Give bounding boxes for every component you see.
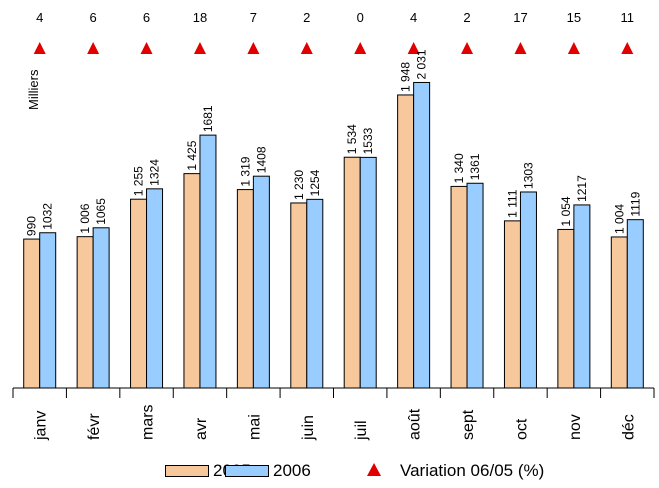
bar-2005-nov — [557, 228, 575, 389]
data-label-2005-nov: 1 054 — [559, 196, 573, 226]
legend-swatch-2005 — [165, 465, 209, 477]
data-label-2006-sept: 1361 — [468, 153, 482, 180]
bar-2006-janv — [39, 232, 57, 389]
category-label-août: août — [407, 408, 424, 440]
category-label-févr: févr — [86, 413, 103, 440]
bar-2005-mai — [236, 189, 254, 389]
axes — [12, 387, 655, 398]
variation-marker-sept — [461, 42, 474, 54]
variation-value-nov: 15 — [567, 10, 581, 25]
bar-2006-déc — [626, 219, 644, 389]
variation-value-mai: 7 — [250, 10, 257, 25]
category-label-déc: déc — [620, 414, 637, 440]
data-label-2005-sept: 1 340 — [452, 153, 466, 183]
bar-2005-août — [397, 94, 415, 389]
variation-marker-déc — [621, 42, 634, 54]
category-label-juin: juin — [300, 415, 317, 441]
variation-marker-avr — [193, 42, 206, 54]
variation-value-oct: 17 — [513, 10, 527, 25]
data-label-2005-févr: 1 006 — [78, 203, 92, 233]
data-label-2006-juil: 1533 — [361, 127, 375, 154]
bar-2005-mars — [130, 198, 148, 389]
category-label-juil: juil — [353, 420, 370, 441]
bar-2006-août — [413, 81, 431, 389]
variation-value-juin: 2 — [303, 10, 310, 25]
bar-2006-mai — [252, 175, 270, 389]
variation-marker-juin — [300, 42, 313, 54]
variation-value-juil: 0 — [357, 10, 364, 25]
variation-marker-nov — [567, 42, 580, 54]
variation-value-août: 4 — [410, 10, 417, 25]
data-label-2006-févr: 1065 — [94, 198, 108, 225]
bar-2006-nov — [573, 204, 591, 389]
bar-2005-oct — [503, 220, 521, 389]
variation-marker-mai — [247, 42, 260, 54]
variation-marker-janv — [33, 42, 46, 54]
bar-2005-juin — [290, 202, 308, 389]
variation-value-mars: 6 — [143, 10, 150, 25]
bar-2006-juil — [359, 156, 377, 389]
variation-marker-oct — [514, 42, 527, 54]
bar-2006-juin — [306, 198, 324, 389]
variation-marker-févr — [87, 42, 100, 54]
legend: 2005 2006 Variation 06/05 (%) — [0, 455, 659, 485]
bar-2005-févr — [76, 236, 94, 389]
variation-value-janv: 4 — [36, 10, 43, 25]
data-label-2006-janv: 1032 — [41, 203, 55, 230]
legend-variation-marker-icon — [367, 463, 381, 476]
variation-value-déc: 11 — [621, 10, 635, 25]
data-label-2006-juin: 1254 — [308, 169, 322, 196]
data-label-2005-juil: 1 534 — [345, 124, 359, 154]
y-axis-label: Milliers — [26, 69, 41, 110]
data-label-2006-mars: 1324 — [148, 159, 162, 186]
variation-marker-mars — [140, 42, 153, 54]
category-labels: janv févr mars avr mai juin juil août sept oct nov… — [33, 404, 638, 441]
category-label-oct: oct — [513, 418, 530, 440]
bar-2006-mars — [146, 188, 164, 389]
data-label-2005-janv: 990 — [25, 216, 39, 236]
category-label-sept: sept — [460, 409, 477, 440]
category-label-avr: avr — [193, 417, 210, 440]
category-label-nov: nov — [567, 414, 584, 440]
data-label-2005-déc: 1 004 — [612, 204, 626, 234]
data-label-2006-oct: 1303 — [521, 162, 535, 189]
category-label-janv: janv — [33, 411, 50, 441]
data-label-2005-avr: 1 425 — [185, 140, 199, 170]
data-label-2005-mars: 1 255 — [132, 166, 146, 196]
data-label-2005-oct: 1 111 — [505, 189, 519, 218]
variation-value-févr: 6 — [90, 10, 97, 25]
bar-2006-avr — [199, 134, 217, 389]
bar-2006-sept — [466, 182, 484, 389]
data-label-2005-mai: 1 319 — [238, 156, 252, 186]
bar-2005-sept — [450, 185, 468, 389]
bar-2005-avr — [183, 173, 201, 389]
bar-2006-oct — [519, 191, 537, 389]
variation-marker-août — [407, 42, 420, 54]
legend-label-variation: Variation 06/05 (%) — [400, 461, 545, 480]
data-label-2006-nov: 1217 — [575, 175, 589, 202]
data-label-2005-juin: 1 230 — [292, 170, 306, 200]
variation-marker-juil — [354, 42, 367, 54]
data-label-2006-avr: 1681 — [201, 105, 215, 132]
legend-label-2006: 2006 — [273, 461, 311, 480]
bar-2005-janv — [23, 238, 41, 389]
data-label-2006-août: 2 031 — [415, 49, 429, 79]
bar-2005-déc — [610, 236, 628, 389]
variation-row: 4 6 6 18 7 2 0 4 2 17 15 11 — [33, 10, 635, 54]
variation-value-sept: 2 — [463, 10, 470, 25]
data-label-2005-août: 1 948 — [399, 62, 413, 92]
bar-2006-févr — [92, 227, 110, 389]
chart: 4 6 6 18 7 2 0 4 2 17 15 11 Milliers 990 1032 1 006 10… — [12, 10, 655, 441]
category-label-mars: mars — [140, 404, 157, 440]
bar-2005-juil — [343, 156, 361, 389]
legend-swatch-2006 — [225, 465, 269, 477]
variation-value-avr: 18 — [193, 10, 207, 25]
category-label-mai: mai — [246, 414, 263, 440]
data-label-2006-mai: 1408 — [254, 146, 268, 173]
data-label-2006-déc: 1119 — [628, 191, 642, 216]
